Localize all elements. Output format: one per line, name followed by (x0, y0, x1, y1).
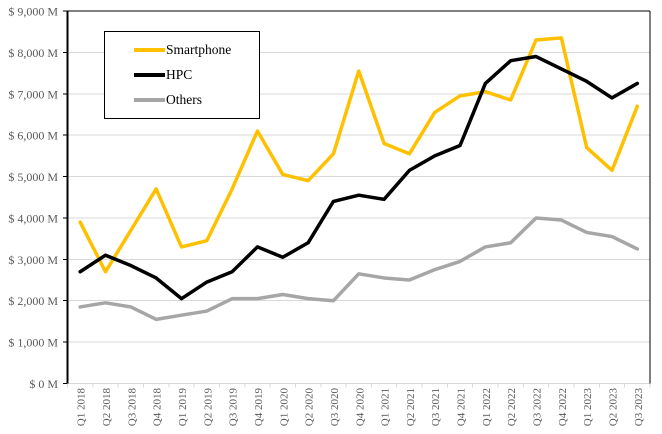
svg-text:Q2 2022: Q2 2022 (506, 388, 518, 426)
svg-text:$ 4,000 M: $ 4,000 M (8, 211, 58, 225)
svg-text:Q3 2019: Q3 2019 (228, 388, 240, 427)
svg-text:Q1 2019: Q1 2019 (177, 388, 189, 427)
svg-text:Q4 2019: Q4 2019 (253, 388, 265, 427)
svg-text:Q4 2021: Q4 2021 (456, 388, 468, 426)
svg-text:Q4 2022: Q4 2022 (557, 388, 569, 426)
svg-text:Q3 2020: Q3 2020 (329, 388, 341, 427)
svg-text:Q4 2018: Q4 2018 (152, 388, 164, 427)
legend-label-hpc: HPC (166, 67, 193, 83)
svg-text:Q2 2020: Q2 2020 (304, 388, 316, 427)
svg-text:Q2 2018: Q2 2018 (101, 388, 113, 427)
svg-text:Q1 2023: Q1 2023 (582, 388, 594, 427)
svg-text:$ 6,000 M: $ 6,000 M (8, 129, 58, 143)
svg-text:Q3 2023: Q3 2023 (633, 388, 645, 427)
svg-text:Q1 2021: Q1 2021 (380, 388, 392, 426)
svg-text:$ 1,000 M: $ 1,000 M (8, 336, 58, 350)
legend-swatch-others-icon (134, 98, 165, 102)
legend-item-others: Others (134, 93, 259, 107)
legend-item-smartphone: Smartphone (134, 43, 259, 57)
svg-text:Q2 2021: Q2 2021 (405, 388, 417, 426)
svg-text:$ 2,000 M: $ 2,000 M (8, 294, 58, 308)
svg-text:$ 8,000 M: $ 8,000 M (8, 46, 58, 60)
legend-label-smartphone: Smartphone (166, 42, 232, 58)
legend: Smartphone HPC Others (104, 31, 260, 119)
legend-item-hpc: HPC (134, 68, 259, 82)
legend-swatch-smartphone-icon (134, 48, 165, 52)
svg-text:Q1 2020: Q1 2020 (278, 388, 290, 427)
svg-text:$ 7,000 M: $ 7,000 M (8, 87, 58, 101)
svg-text:$ 5,000 M: $ 5,000 M (8, 170, 58, 184)
svg-text:Q3 2018: Q3 2018 (126, 388, 138, 427)
legend-swatch-hpc-icon (134, 73, 165, 77)
legend-label-others: Others (166, 92, 202, 108)
svg-text:Q3 2021: Q3 2021 (430, 388, 442, 426)
svg-text:$ 0 M: $ 0 M (29, 377, 58, 391)
svg-text:Q2 2019: Q2 2019 (202, 388, 214, 427)
svg-text:$ 3,000 M: $ 3,000 M (8, 253, 58, 267)
svg-text:Q4 2020: Q4 2020 (354, 388, 366, 427)
svg-text:Q2 2023: Q2 2023 (608, 388, 620, 427)
svg-text:Q3 2022: Q3 2022 (532, 388, 544, 426)
svg-text:Q1 2018: Q1 2018 (76, 388, 88, 427)
svg-text:Q1 2022: Q1 2022 (481, 388, 493, 426)
svg-text:$ 9,000 M: $ 9,000 M (8, 5, 58, 19)
